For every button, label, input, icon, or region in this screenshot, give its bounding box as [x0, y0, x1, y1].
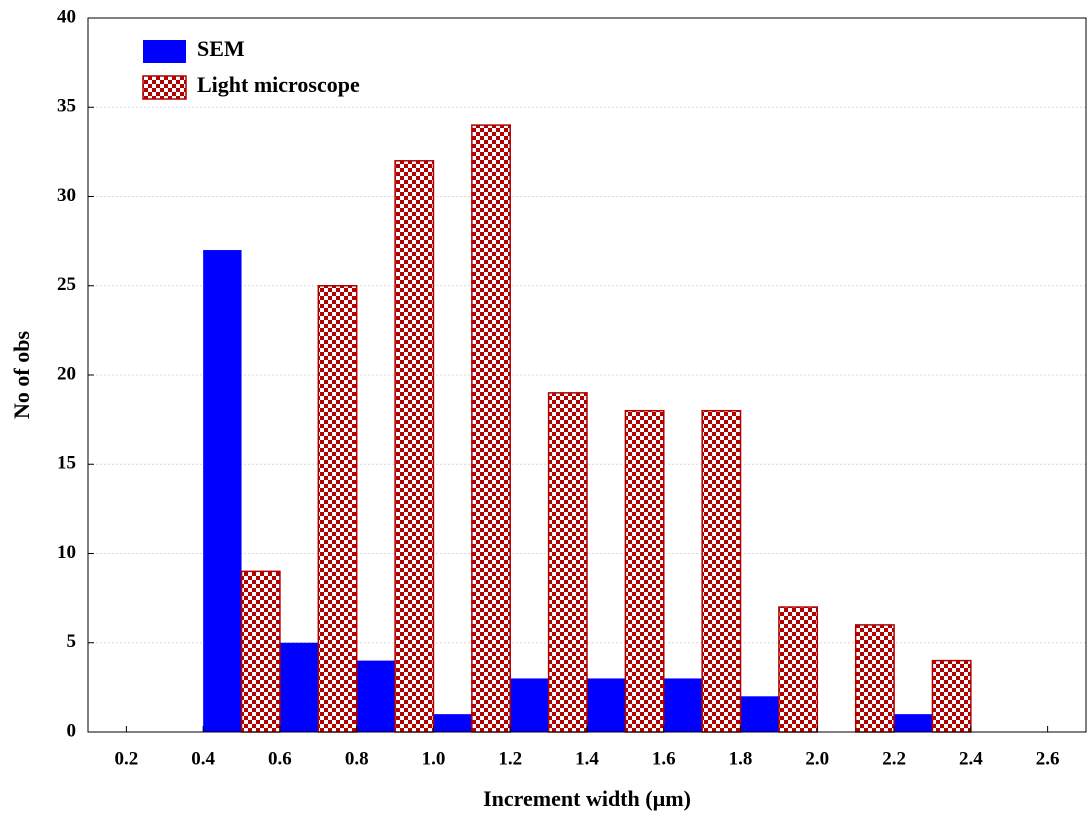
x-axis-label: Increment width (µm)	[483, 786, 691, 811]
bar	[356, 660, 396, 732]
bar	[740, 696, 779, 732]
x-tick-label: 0.2	[115, 748, 139, 769]
bar	[471, 124, 511, 733]
bar	[279, 642, 319, 732]
bar	[663, 678, 703, 732]
bar	[203, 250, 242, 733]
bar	[624, 409, 665, 733]
x-tick-label: 1.4	[575, 748, 599, 769]
legend-swatch	[142, 75, 187, 100]
legend: SEM Light microscope	[142, 36, 360, 100]
bar	[701, 409, 742, 733]
bar	[587, 678, 626, 732]
legend-swatch	[143, 40, 186, 63]
x-tick-label: 2.0	[805, 748, 829, 769]
x-tick-label: 1.6	[652, 748, 676, 769]
bars	[203, 124, 972, 733]
y-tick-label: 0	[67, 720, 77, 741]
y-tick-label: 10	[57, 542, 76, 563]
x-tick-label: 2.4	[959, 748, 983, 769]
bar	[433, 714, 472, 732]
y-axis-label: No of obs	[9, 331, 34, 419]
x-tick-label: 1.0	[422, 748, 446, 769]
y-tick-label: 30	[57, 185, 76, 206]
bar	[547, 392, 588, 733]
y-tick-label: 20	[57, 363, 76, 384]
bar	[394, 160, 435, 733]
y-tick-label: 5	[67, 631, 77, 652]
bar	[240, 570, 281, 733]
bar	[931, 659, 972, 733]
bar	[854, 624, 895, 733]
x-tick-label: 1.8	[729, 748, 753, 769]
x-tick-label: 0.6	[268, 748, 292, 769]
x-tick-label: 2.6	[1036, 748, 1060, 769]
ticks: 0 5 10 15 20 25 30 35 40 0.2 0.4 0.6 0.8 1.0 1.2 1.4 1.6…	[57, 6, 1059, 769]
legend-label: SEM	[197, 36, 245, 61]
y-tick-label: 25	[57, 274, 76, 295]
x-tick-label: 2.2	[882, 748, 906, 769]
legend-label: Light microscope	[197, 72, 360, 97]
y-tick-label: 35	[57, 96, 76, 117]
bar	[894, 714, 933, 732]
bar	[317, 285, 358, 733]
bar	[510, 678, 549, 732]
y-tick-label: 40	[57, 6, 76, 27]
x-tick-label: 1.2	[498, 748, 522, 769]
bar	[778, 606, 819, 733]
y-tick-label: 15	[57, 453, 76, 474]
x-tick-label: 0.8	[345, 748, 369, 769]
x-tick-label: 0.4	[191, 748, 215, 769]
